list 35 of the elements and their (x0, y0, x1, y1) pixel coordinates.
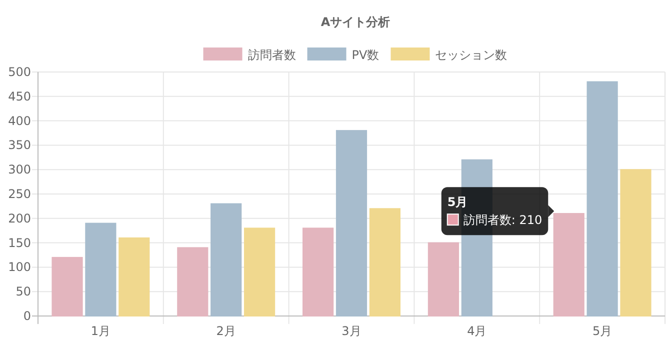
bar (336, 130, 368, 316)
legend-label: PV数 (352, 48, 380, 62)
y-tick-label: 300 (8, 162, 31, 177)
bar (302, 228, 334, 316)
bar (52, 256, 83, 316)
x-tick-label: 4月 (467, 324, 487, 338)
y-tick-label: 450 (8, 89, 31, 104)
y-tick-label: 150 (8, 236, 31, 250)
annotation: 訪問者数: 210 (463, 213, 542, 228)
chart-title: Aサイト分析 (320, 15, 390, 29)
bar (244, 228, 276, 316)
y-tick-label: 50 (16, 284, 31, 299)
bar (620, 169, 652, 316)
bar (118, 237, 150, 316)
bar (85, 222, 116, 316)
bar (177, 247, 208, 316)
x-tick-label: 5月 (592, 324, 612, 338)
x-tick-label: 2月 (216, 324, 236, 338)
y-tick-label: 250 (8, 187, 31, 201)
bar (210, 203, 242, 316)
y-tick-label: 200 (8, 211, 31, 226)
bar (428, 242, 460, 316)
bar (553, 213, 584, 316)
legend-label: 訪問者数 (248, 48, 296, 62)
x-tick-label: 1月 (90, 324, 111, 338)
x-tick-label: 3月 (342, 324, 362, 338)
y-tick-label: 350 (8, 138, 31, 152)
y-tick-label: 100 (8, 260, 31, 274)
legend-label: セッション数 (435, 48, 508, 62)
annotation: 5月 (447, 195, 468, 210)
y-tick-label: 0 (23, 309, 31, 323)
bar (369, 208, 400, 316)
bar (586, 81, 618, 316)
y-tick-label: 400 (8, 114, 31, 128)
y-tick-label: 500 (8, 65, 31, 79)
